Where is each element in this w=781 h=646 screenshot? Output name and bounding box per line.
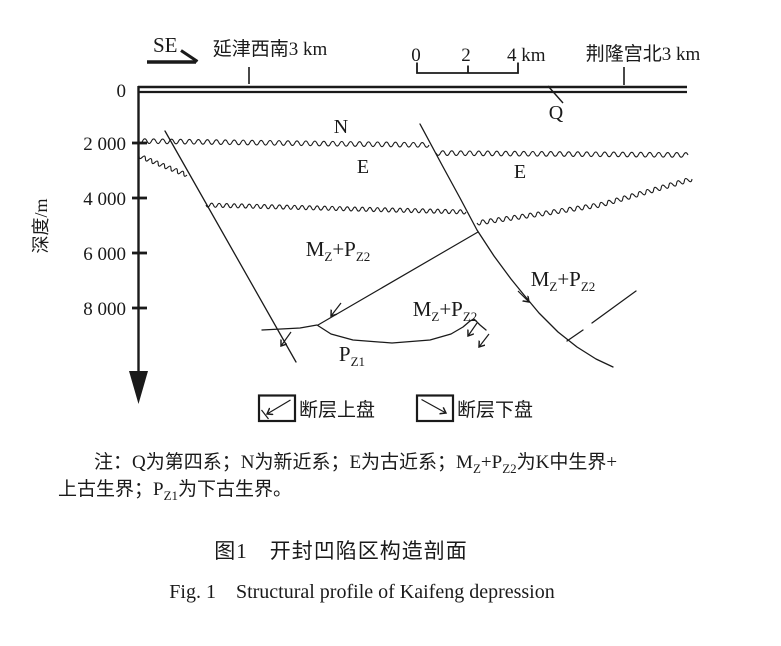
unconformity-n-base-right [435,150,689,158]
scale-label-0: 0 [411,45,421,66]
top-annotations: SE 延津西南3 km 0 2 4 km 荆隆宫北3 km Q [147,33,700,124]
fault-east-listric [419,123,614,368]
pz2-sub: Z2 [463,309,477,324]
stratum-label-n: N [334,116,348,138]
direction-label: SE [153,33,178,57]
depth-tick-label-0: 0 [117,81,127,102]
deep-boundary-dashed-solid-lower [566,329,584,342]
stratum-label-mzpz2-center: MZ+PZ2 [413,297,478,324]
pz2-sub: Z2 [581,279,595,294]
note-sub-z2: Z2 [502,460,517,476]
mz-sub: Z [324,249,332,264]
stratum-label-q: Q [549,102,564,124]
pz2-sub: Z2 [356,249,370,264]
hanging-wall-mark-fault-west [281,331,292,346]
plus-p: +P [439,297,463,321]
footwall-symbol-line [421,398,447,414]
ground-surface [138,85,687,94]
location-label-right: 荆隆宫北3 km [586,43,701,65]
faults-and-boundaries [164,123,637,368]
note-sub-z: Z [472,460,481,476]
hanging-wall-mark-pz1-a [468,322,478,336]
caption-chinese: 图1 开封凹陷区构造剖面 [214,539,468,563]
depth-axis-title: 深度/m [31,198,51,253]
plus-p: +P [332,237,356,261]
caption-english: Fig. 1 Structural profile of Kaifeng dep… [169,581,555,603]
fault-movement-marks [281,290,529,347]
note-line-2: 上古生界；PZ1为下古生界。 [58,476,750,503]
mz-sub: Z [431,309,439,324]
deep-boundary-dashed-solid-upper [591,290,637,324]
note-text: 注：Q为第四系；N为新近系；E为古近系；M [94,452,473,473]
hanging-wall-mark-tilt-line [331,302,342,316]
depth-tick-label-6000: 6 000 [83,244,126,265]
direction-arrow-barb [180,49,199,63]
hanging-wall-symbol-line [267,399,291,414]
stratum-label-e-left: E [357,156,369,178]
hanging-wall-symbol-slash [261,409,269,420]
mz-main: M [306,237,325,261]
note-sub-z1: Z1 [163,487,179,503]
stratum-label-pz1: PZ1 [339,342,365,369]
pz1-sub: Z1 [351,354,365,369]
note-text: +P [480,452,503,473]
note-text: 为K中生界+ [516,452,618,473]
unconformity-e-base-right [476,177,693,226]
legend-box-footwall [415,394,455,423]
structural-profile-diagram: 0 2 000 4 000 6 000 8 000 深度/m SE 延津西南3 … [31,33,700,423]
figure-note: 注：Q为第四系；N为新近系；E为古近系；MZ+PZ2为K中生界+ 上古生界；PZ… [58,449,750,503]
mz-main: M [531,267,550,291]
note-line-1: 注：Q为第四系；N为新近系；E为古近系；MZ+PZ2为K中生界+ [58,449,750,476]
note-text: 上古生界；P [58,479,164,500]
hanging-wall-mark-pz1-b [479,333,490,347]
unconformity-e-base-far-left [138,155,188,177]
depth-axis-arrowhead [129,371,148,404]
depth-axis: 0 2 000 4 000 6 000 8 000 深度/m [31,81,148,404]
mz-main: M [413,297,432,321]
fault-west [164,130,297,363]
stratum-label-mzpz2-east: MZ+PZ2 [531,267,596,294]
pz1-main: P [339,342,351,366]
mz-sub: Z [549,279,557,294]
depth-tick-label-4000: 4 000 [83,189,126,210]
plus-p: +P [557,267,581,291]
legend-label-hanging-wall: 断层上盘 [299,399,375,421]
legend: 断层上盘 断层下盘 [257,394,533,423]
scale-label-2: 2 [461,45,471,66]
strata-labels: N E E MZ+PZ2 MZ+PZ2 MZ+PZ2 PZ1 [306,116,596,369]
stratum-label-mzpz2-west: MZ+PZ2 [306,237,371,264]
pz1-top-boundary [261,318,487,344]
tilted-block-top-boundary [317,231,479,326]
note-text: 为下古生界。 [178,479,293,500]
depth-tick-label-2000: 2 000 [83,134,126,155]
quaternary-leader-slash [547,85,564,104]
stratum-label-e-right: E [514,161,526,183]
unconformity-e-base-middle [205,202,467,215]
footwall-mark-fault-east [517,290,529,302]
depth-tick-label-8000: 8 000 [83,299,126,320]
unconformity-n-base-left [137,138,430,148]
legend-box-hanging-wall [257,394,297,423]
unconformity-lines [137,138,693,226]
scale-label-4km: 4 km [507,45,546,66]
location-label-left: 延津西南3 km [213,38,328,60]
legend-label-footwall: 断层下盘 [457,399,533,421]
